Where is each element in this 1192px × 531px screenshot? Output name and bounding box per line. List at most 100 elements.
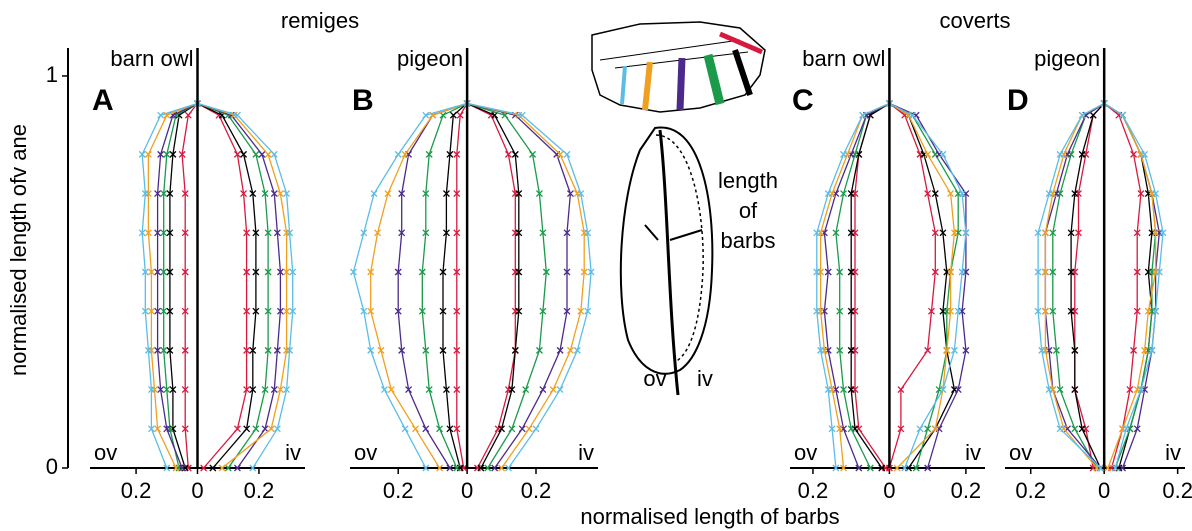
point-marker (154, 425, 162, 433)
point-marker (515, 307, 523, 315)
feather-illustration: length of barbs ov iv (619, 126, 778, 396)
point-marker (1119, 464, 1127, 472)
point-marker (1067, 268, 1075, 276)
point-marker (491, 464, 499, 472)
point-marker (824, 268, 832, 276)
point-marker (453, 346, 461, 354)
point-marker (252, 307, 260, 315)
point-marker (939, 150, 947, 158)
point-marker (549, 386, 557, 394)
point-marker (264, 307, 272, 315)
point-marker (178, 464, 186, 472)
y-axis-label: normalised length ofv ane (6, 124, 31, 376)
point-marker (813, 229, 821, 237)
point-marker (836, 346, 844, 354)
point-marker (138, 229, 146, 237)
point-marker (166, 268, 174, 276)
point-marker (939, 386, 947, 394)
point-marker (1152, 307, 1160, 315)
point-marker (240, 150, 248, 158)
point-marker (184, 111, 192, 119)
point-marker (283, 190, 291, 198)
point-marker (209, 464, 217, 472)
point-marker (1071, 425, 1079, 433)
point-marker (539, 386, 547, 394)
point-marker (539, 307, 547, 315)
series-line (889, 102, 959, 469)
panel-subtitle: barn owl (802, 46, 885, 71)
point-marker (181, 346, 189, 354)
side-label: iv (578, 440, 594, 465)
point-marker (418, 307, 426, 315)
point-marker (847, 346, 855, 354)
panel-letter: C (792, 84, 814, 117)
point-marker (370, 190, 378, 198)
point-marker (847, 229, 855, 237)
point-marker (1144, 307, 1152, 315)
point-marker (824, 190, 832, 198)
point-marker (181, 229, 189, 237)
x-tick-label: 0.2 (121, 478, 152, 503)
point-marker (446, 150, 454, 158)
point-marker (422, 464, 430, 472)
point-marker (425, 386, 433, 394)
point-marker (824, 386, 832, 394)
point-marker (398, 346, 406, 354)
point-marker (958, 190, 966, 198)
point-marker (218, 464, 226, 472)
point-marker (446, 464, 454, 472)
point-marker (144, 190, 152, 198)
point-marker (380, 386, 388, 394)
point-marker (1137, 190, 1145, 198)
series-line (197, 102, 248, 469)
point-marker (144, 346, 152, 354)
point-marker (1130, 346, 1138, 354)
point-marker (954, 386, 962, 394)
point-marker (243, 386, 251, 394)
point-marker (508, 386, 516, 394)
point-marker (1148, 346, 1156, 354)
point-marker (962, 229, 970, 237)
point-marker (160, 268, 168, 276)
point-marker (436, 464, 444, 472)
point-marker (847, 268, 855, 276)
point-marker (181, 386, 189, 394)
point-marker (1097, 464, 1104, 472)
point-marker (556, 150, 564, 158)
y-tick-label: 1 (46, 62, 58, 87)
point-marker (1067, 229, 1075, 237)
point-marker (249, 190, 257, 198)
point-marker (1049, 268, 1057, 276)
point-marker (166, 307, 174, 315)
point-marker (377, 346, 385, 354)
point-marker (405, 386, 413, 394)
point-marker (453, 150, 461, 158)
point-marker (439, 346, 447, 354)
point-marker (931, 229, 939, 237)
point-marker (1041, 229, 1049, 237)
point-marker (224, 464, 232, 472)
point-marker (233, 464, 241, 472)
point-marker (367, 307, 375, 315)
point-marker (950, 346, 958, 354)
point-marker (422, 190, 430, 198)
point-marker (518, 111, 526, 119)
point-marker (160, 346, 168, 354)
point-marker (928, 307, 935, 315)
point-marker (813, 268, 821, 276)
point-marker (893, 464, 901, 472)
point-marker (924, 346, 932, 354)
point-marker (566, 346, 574, 354)
point-marker (154, 268, 162, 276)
group-label: remiges (281, 8, 359, 33)
point-marker (258, 150, 266, 158)
point-marker (394, 150, 402, 158)
point-marker (836, 268, 844, 276)
point-marker (912, 464, 920, 472)
point-marker (477, 464, 485, 472)
point-marker (200, 464, 208, 472)
point-marker (276, 190, 284, 198)
side-label: ov (354, 440, 377, 465)
point-marker (1056, 425, 1064, 433)
point-marker (283, 268, 291, 276)
